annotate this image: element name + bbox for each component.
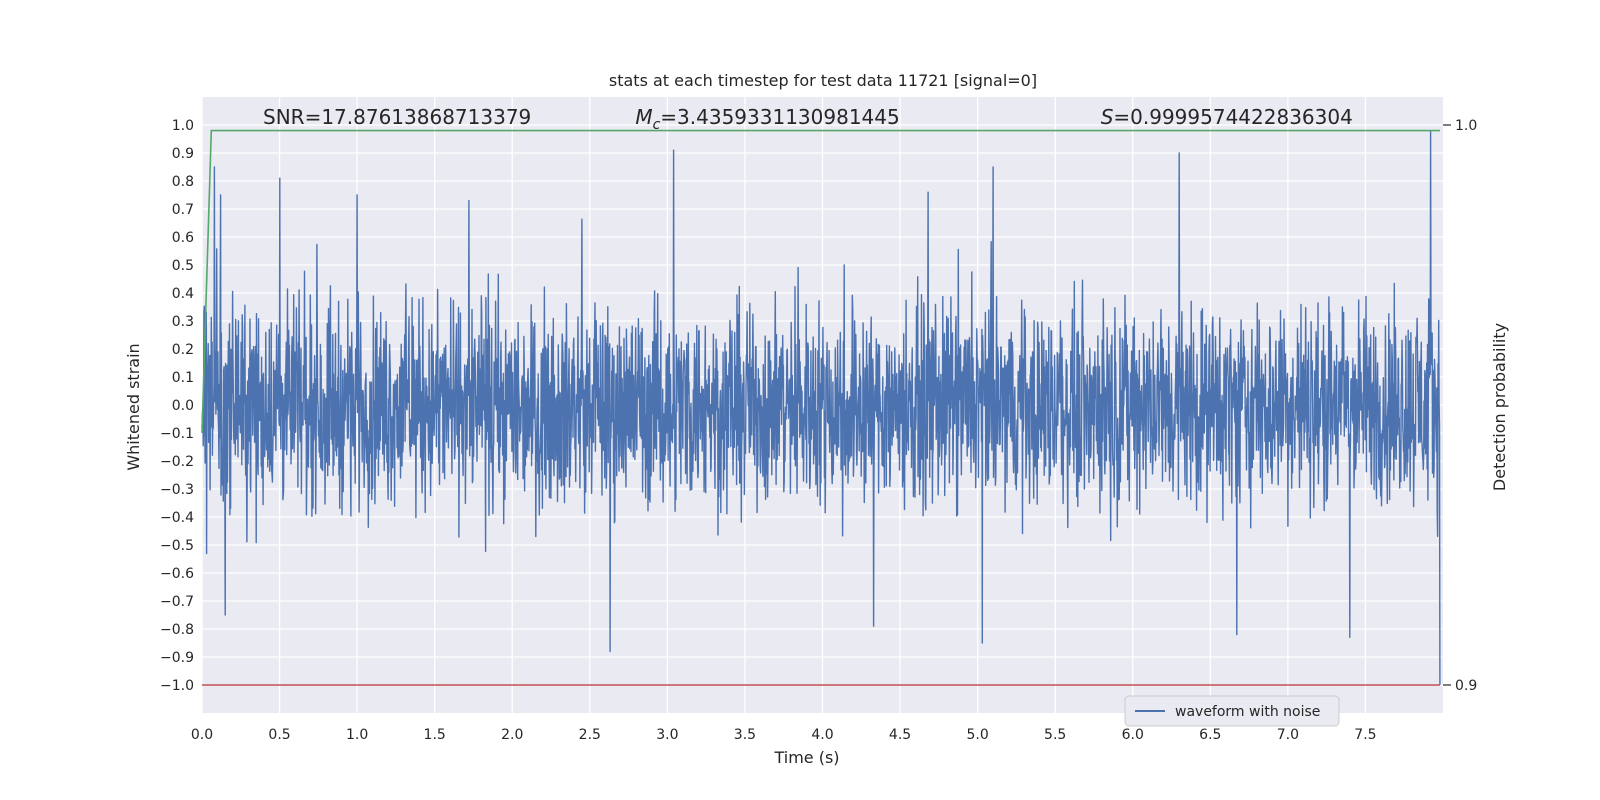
legend-label: waveform with noise <box>1175 704 1320 720</box>
y-tick-label: 0.8 <box>172 174 194 190</box>
x-tick-label: 4.5 <box>889 727 911 743</box>
y-tick-label: 1.0 <box>172 118 194 134</box>
x-tick-label: 1.5 <box>424 727 446 743</box>
legend-box <box>1124 695 1340 727</box>
y-tick-label: −0.9 <box>160 650 194 666</box>
y-axis-label: Whitened strain <box>124 343 143 470</box>
y-tick-label: −0.5 <box>160 538 194 554</box>
y2-axis-label: Detection probability <box>1490 323 1509 491</box>
y2-axis: 1.0 0.9 <box>1443 118 1477 694</box>
y2-tick-label: 1.0 <box>1455 118 1477 134</box>
x-tick-label: 5.5 <box>1044 727 1066 743</box>
y-tick-label: −0.8 <box>160 622 194 638</box>
y-tick-label: −0.6 <box>160 566 194 582</box>
chart-title: stats at each timestep for test data 117… <box>609 71 1037 90</box>
annotation-2: Mc=3.4359331130981445 <box>635 105 899 133</box>
x-tick-label: 0.5 <box>268 727 290 743</box>
y-tick-label: −0.1 <box>160 426 194 442</box>
x-tick-label: 6.5 <box>1199 727 1221 743</box>
x-tick-label: 5.0 <box>966 727 988 743</box>
x-tick-label: 0.0 <box>191 727 213 743</box>
y-tick-label: 0.3 <box>172 314 194 330</box>
y-tick-label: −1.0 <box>160 678 194 694</box>
x-tick-label: 2.5 <box>579 727 601 743</box>
y-tick-label: −0.2 <box>160 454 194 470</box>
y-tick-label: 0.5 <box>172 258 194 274</box>
waveform-line <box>201 129 1441 686</box>
y-tick-label: −0.3 <box>160 482 194 498</box>
x-tick-label: 4.0 <box>811 727 833 743</box>
x-tick-label: 7.5 <box>1354 727 1376 743</box>
x-tick-label: 1.0 <box>346 727 368 743</box>
y-tick-label: 0.1 <box>172 370 194 386</box>
y-tick-label: 0.0 <box>172 398 194 414</box>
y-axis: 1.0 0.9 0.8 0.7 0.6 0.5 0.4 0.3 0.2 0.1 0.0 −0.1 −0.… <box>160 118 194 694</box>
x-axis-label: Time (s) <box>773 748 839 767</box>
y-tick-label: −0.7 <box>160 594 194 610</box>
y-tick-label: 0.9 <box>172 146 194 162</box>
annotation-3: S=0.9999574422836304 <box>1101 105 1353 129</box>
x-tick-label: 3.5 <box>734 727 756 743</box>
y-tick-label: 0.6 <box>172 230 194 246</box>
annotations: SNR=17.87613868713379 Mc=3.43593311309814… <box>263 105 1353 133</box>
annotation-1: SNR=17.87613868713379 <box>263 105 531 129</box>
y2-tick-label: 0.9 <box>1455 678 1477 694</box>
legend: waveform with noise <box>1124 695 1340 727</box>
y-tick-label: −0.4 <box>160 510 194 526</box>
x-tick-label: 7.0 <box>1277 727 1299 743</box>
x-tick-label: 2.0 <box>501 727 523 743</box>
y-tick-label: 0.4 <box>172 286 194 302</box>
y-tick-label: 0.2 <box>172 342 194 358</box>
probability-series <box>201 129 1440 686</box>
y-tick-label: 0.7 <box>172 202 194 218</box>
x-tick-label: 3.0 <box>656 727 678 743</box>
detection-probability-line <box>201 129 1440 434</box>
waveform-series <box>201 129 1441 686</box>
x-tick-label: 6.0 <box>1122 727 1144 743</box>
x-axis: 0.0 0.5 1.0 1.5 2.0 2.5 3.0 3.5 4.0 4.5 5.0 5.5 6.0 6… <box>191 727 1377 743</box>
